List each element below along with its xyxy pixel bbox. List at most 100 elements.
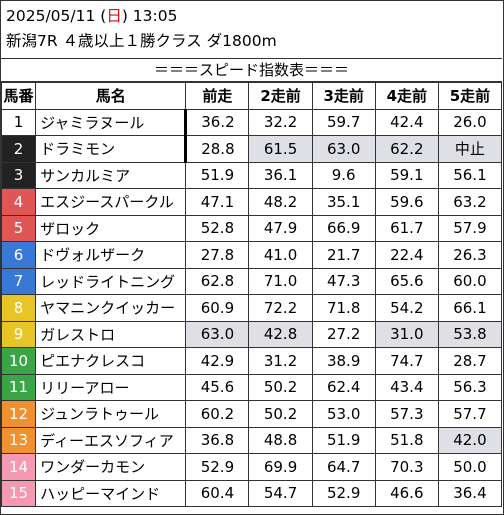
speed-index-cell: 35.1 bbox=[311, 188, 376, 216]
speed-index-cell: 65.6 bbox=[374, 267, 439, 295]
horse-number: 7 bbox=[0, 267, 37, 295]
speed-index-cell: 51.8 bbox=[374, 426, 439, 454]
speed-index-cell: 27.8 bbox=[185, 241, 250, 269]
speed-index-cell: 63.0 bbox=[311, 135, 376, 163]
speed-index-cell: 57.7 bbox=[437, 400, 503, 428]
speed-index-cell: 42.4 bbox=[374, 108, 439, 136]
table-row: 14 ワンダーカモン 52.9 69.9 64.7 70.3 50.0 bbox=[0, 453, 503, 481]
table-row: 9 ガレストロ 63.0 42.8 27.2 31.0 53.8 bbox=[0, 320, 503, 348]
table-row: 4 エスジースパークル 47.1 48.2 35.1 59.6 63.2 bbox=[0, 188, 503, 216]
horse-number: 1 bbox=[0, 108, 37, 136]
horse-number: 10 bbox=[0, 347, 37, 375]
speed-index-cell: 71.0 bbox=[248, 267, 313, 295]
speed-index-cell: 62.4 bbox=[311, 373, 376, 401]
speed-index-cell: 52.9 bbox=[185, 453, 250, 481]
speed-index-cell: 50.2 bbox=[248, 373, 313, 401]
speed-index-cell: 57.3 bbox=[374, 400, 439, 428]
horse-number: 13 bbox=[0, 426, 37, 454]
speed-index-cell: 50.2 bbox=[248, 400, 313, 428]
speed-index-cell: 54.7 bbox=[248, 479, 313, 507]
speed-index-cell: 27.2 bbox=[311, 320, 376, 348]
speed-index-cell: 51.9 bbox=[311, 426, 376, 454]
speed-index-cell: 60.2 bbox=[185, 400, 250, 428]
horse-name: ハッピーマインド bbox=[35, 479, 187, 507]
col-header-3back: 3走前 bbox=[311, 82, 376, 110]
speed-index-cell: 69.9 bbox=[248, 453, 313, 481]
speed-index-cell: 47.1 bbox=[185, 188, 250, 216]
speed-index-cell: 45.6 bbox=[185, 373, 250, 401]
speed-index-cell: 53.8 bbox=[437, 320, 503, 348]
speed-index-cell: 31.2 bbox=[248, 347, 313, 375]
horse-number: 8 bbox=[0, 294, 37, 322]
speed-index-cell: 22.4 bbox=[374, 241, 439, 269]
col-header-2back: 2走前 bbox=[248, 82, 313, 110]
speed-index-cell: 26.0 bbox=[437, 108, 503, 136]
table-title: ＝＝＝スピード指数表＝＝＝ bbox=[1, 58, 502, 82]
race-datetime: 2025/05/11 (日) 13:05 bbox=[6, 6, 177, 26]
table-row: 13 ディーエスソフィア 36.8 48.8 51.9 51.8 42.0 bbox=[0, 426, 503, 454]
speed-index-cell: 47.3 bbox=[311, 267, 376, 295]
table-row: 1 ジャミラヌール 36.2 32.2 59.7 42.4 26.0 bbox=[0, 108, 503, 136]
speed-index-cell: 62.8 bbox=[185, 267, 250, 295]
horse-name: サンカルミア bbox=[35, 161, 187, 189]
speed-index-cell: 42.8 bbox=[248, 320, 313, 348]
speed-index-cell: 36.4 bbox=[437, 479, 503, 507]
header-row: 馬番 馬名 前走 2走前 3走前 4走前 5走前 bbox=[0, 82, 503, 110]
speed-index-cell: 63.2 bbox=[437, 188, 503, 216]
col-header-5back: 5走前 bbox=[437, 82, 503, 110]
speed-index-cell: 61.7 bbox=[374, 214, 439, 242]
speed-index-cell: 64.7 bbox=[311, 453, 376, 481]
speed-index-cell: 36.1 bbox=[248, 161, 313, 189]
race-info: 新潟7R ４歳以上１勝クラス ダ1800m bbox=[6, 32, 277, 50]
speed-index-cell: 60.0 bbox=[437, 267, 503, 295]
speed-index-cell: 28.7 bbox=[437, 347, 503, 375]
speed-index-cell: 59.7 bbox=[311, 108, 376, 136]
speed-index-cell: 70.3 bbox=[374, 453, 439, 481]
speed-index-cell: 32.2 bbox=[248, 108, 313, 136]
horse-name: ワンダーカモン bbox=[35, 453, 187, 481]
speed-index-cell: 31.0 bbox=[374, 320, 439, 348]
speed-index-cell: 60.9 bbox=[185, 294, 250, 322]
speed-index-cell: 28.8 bbox=[185, 135, 250, 163]
speed-index-cell: 56.1 bbox=[437, 161, 503, 189]
horse-name: エスジースパークル bbox=[35, 188, 187, 216]
horse-name: ドラミモン bbox=[35, 135, 188, 163]
horse-name: ジャミラヌール bbox=[35, 108, 188, 136]
table-row: 8 ヤマニンクイッカー 60.9 72.2 71.8 54.2 66.1 bbox=[0, 294, 503, 322]
horse-number: 14 bbox=[0, 453, 37, 481]
speed-index-cell: 41.0 bbox=[248, 241, 313, 269]
speed-index-cell: 中止 bbox=[437, 135, 503, 163]
speed-index-cell: 52.8 bbox=[185, 214, 250, 242]
speed-index-cell: 66.1 bbox=[437, 294, 503, 322]
horse-name: ドヴォルザーク bbox=[35, 241, 187, 269]
speed-index-cell: 63.0 bbox=[185, 320, 250, 348]
speed-index-cell: 38.9 bbox=[311, 347, 376, 375]
race-time: ) 13:05 bbox=[121, 7, 178, 25]
col-header-name: 馬名 bbox=[35, 82, 187, 110]
speed-index-cell: 53.0 bbox=[311, 400, 376, 428]
speed-index-cell: 43.4 bbox=[374, 373, 439, 401]
table-row: 3 サンカルミア 51.9 36.1 9.6 59.1 56.1 bbox=[0, 161, 503, 189]
table-row: 11 リリーアロー 45.6 50.2 62.4 43.4 56.3 bbox=[0, 373, 503, 401]
speed-index-cell: 48.8 bbox=[248, 426, 313, 454]
table-row: 12 ジュンラトゥール 60.2 50.2 53.0 57.3 57.7 bbox=[0, 400, 503, 428]
speed-index-cell: 59.1 bbox=[374, 161, 439, 189]
speed-index-cell: 52.9 bbox=[311, 479, 376, 507]
speed-index-cell: 60.4 bbox=[185, 479, 250, 507]
speed-index-cell: 62.2 bbox=[374, 135, 439, 163]
horse-number: 11 bbox=[0, 373, 37, 401]
speed-index-cell: 36.2 bbox=[185, 108, 250, 136]
speed-index-cell: 36.8 bbox=[185, 426, 250, 454]
speed-index-cell: 9.6 bbox=[311, 161, 376, 189]
speed-index-cell: 46.6 bbox=[374, 479, 439, 507]
table-row: 2 ドラミモン 28.8 61.5 63.0 62.2 中止 bbox=[0, 135, 503, 163]
horse-number: 5 bbox=[0, 214, 37, 242]
race-date: 2025/05/11 ( bbox=[6, 7, 107, 25]
horse-name: ディーエスソフィア bbox=[35, 426, 187, 454]
speed-index-cell: 54.2 bbox=[374, 294, 439, 322]
speed-index-cell: 71.8 bbox=[311, 294, 376, 322]
horse-name: ガレストロ bbox=[35, 320, 187, 348]
horse-name: ザロック bbox=[35, 214, 187, 242]
table-row: 15 ハッピーマインド 60.4 54.7 52.9 46.6 36.4 bbox=[0, 479, 503, 507]
col-header-number: 馬番 bbox=[0, 82, 37, 110]
